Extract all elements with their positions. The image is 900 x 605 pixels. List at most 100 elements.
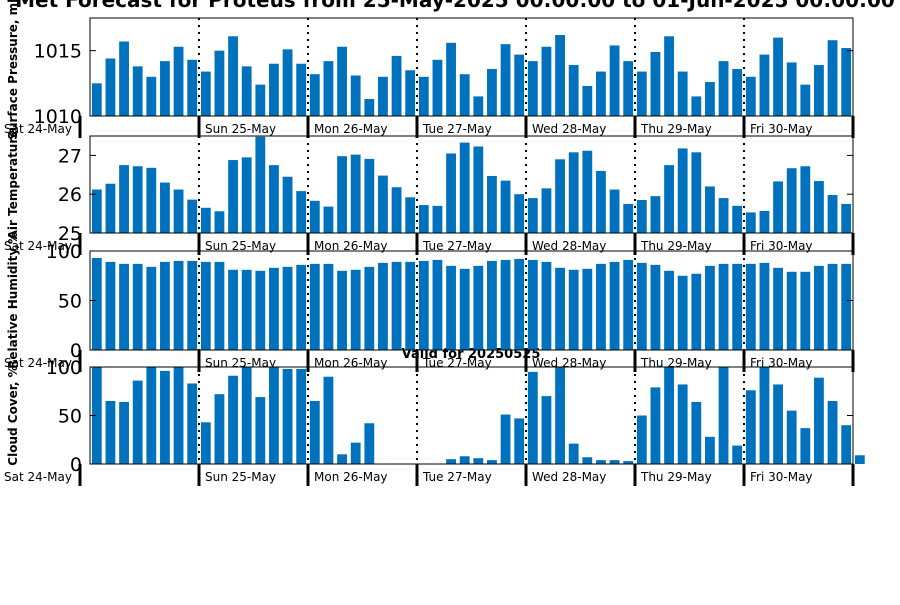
bar: [568, 152, 579, 233]
bar: [214, 261, 225, 350]
bar: [146, 266, 157, 350]
bar: [718, 61, 729, 116]
figure-title: Met Forecast for Proteus from 25-May-202…: [15, 0, 895, 12]
bar: [609, 45, 620, 116]
bar: [650, 264, 661, 350]
bar: [691, 96, 702, 116]
bar: [500, 44, 511, 116]
bar: [487, 460, 497, 464]
bar: [527, 259, 538, 350]
bar: [800, 428, 811, 464]
bar: [296, 264, 307, 350]
bar: [759, 367, 770, 464]
figure-subtitle: Valid for 20250525: [402, 347, 541, 362]
day-label: Thu 29-May: [640, 122, 712, 136]
bar: [800, 271, 811, 350]
day-label: Fri 30-May: [750, 239, 813, 253]
bar: [119, 263, 129, 350]
bar: [105, 58, 116, 116]
bar: [582, 268, 593, 350]
bar: [309, 200, 320, 233]
bar: [773, 37, 783, 116]
bar: [364, 266, 375, 350]
day-label: Mon 26-May: [314, 356, 388, 370]
bar: [596, 460, 606, 464]
bar: [160, 370, 170, 464]
bar: [854, 455, 865, 464]
bar: [200, 261, 211, 350]
bar: [282, 49, 293, 116]
bar: [514, 258, 525, 350]
bar: [446, 459, 456, 464]
bar: [568, 443, 579, 464]
bar: [487, 260, 497, 350]
bar: [214, 394, 225, 464]
bar: [786, 271, 797, 350]
bar: [623, 461, 634, 464]
bar: [391, 261, 402, 350]
bar: [582, 457, 593, 464]
bar: [173, 260, 184, 350]
bar: [786, 62, 797, 116]
bar: [405, 70, 416, 116]
bar: [446, 265, 456, 350]
bar: [241, 66, 252, 116]
bar: [105, 261, 116, 350]
bar: [500, 259, 511, 350]
bar: [541, 396, 552, 464]
bar: [282, 176, 293, 233]
day-label: Thu 29-May: [640, 239, 712, 253]
bar: [623, 61, 634, 116]
y-tick-label: 25: [58, 223, 82, 245]
bar: [391, 187, 402, 233]
bar: [814, 377, 824, 464]
bar: [282, 266, 293, 350]
day-label: Sun 25-May: [205, 356, 276, 370]
bar: [418, 260, 429, 350]
bar: [364, 158, 375, 233]
bar: [827, 40, 838, 116]
bar: [119, 165, 129, 233]
y-axis-label: Surface Pressure, mb: [6, 0, 20, 140]
bar: [650, 196, 661, 233]
bar: [718, 263, 729, 350]
bar: [705, 186, 715, 233]
bar: [827, 263, 838, 350]
bar: [568, 65, 579, 116]
bar: [282, 368, 293, 464]
bar: [241, 269, 252, 350]
day-label: Tue 27-May: [422, 239, 492, 253]
bar: [623, 203, 634, 233]
bar: [91, 257, 102, 350]
bar: [418, 205, 429, 233]
bar: [664, 165, 674, 233]
bar: [364, 99, 375, 116]
bar: [459, 268, 470, 350]
bar: [173, 189, 184, 233]
bar: [582, 85, 593, 116]
bar: [732, 445, 743, 464]
y-axis-label: Air Temperature: [6, 130, 20, 240]
bar: [446, 153, 456, 233]
bar: [800, 84, 811, 116]
bar: [677, 71, 688, 116]
bar: [636, 200, 647, 233]
bar: [677, 384, 688, 464]
bar: [432, 205, 443, 233]
y-tick-label: 26: [58, 184, 82, 206]
day-label: Wed 28-May: [532, 122, 606, 136]
bar: [269, 367, 279, 464]
bar: [718, 198, 729, 233]
bar: [187, 383, 198, 464]
day-label: Tue 27-May: [422, 470, 492, 484]
bar: [309, 263, 320, 350]
bar: [228, 160, 238, 233]
y-tick-label: 100: [46, 357, 82, 379]
bar: [609, 261, 620, 350]
bar: [745, 212, 756, 233]
bar: [378, 262, 388, 350]
